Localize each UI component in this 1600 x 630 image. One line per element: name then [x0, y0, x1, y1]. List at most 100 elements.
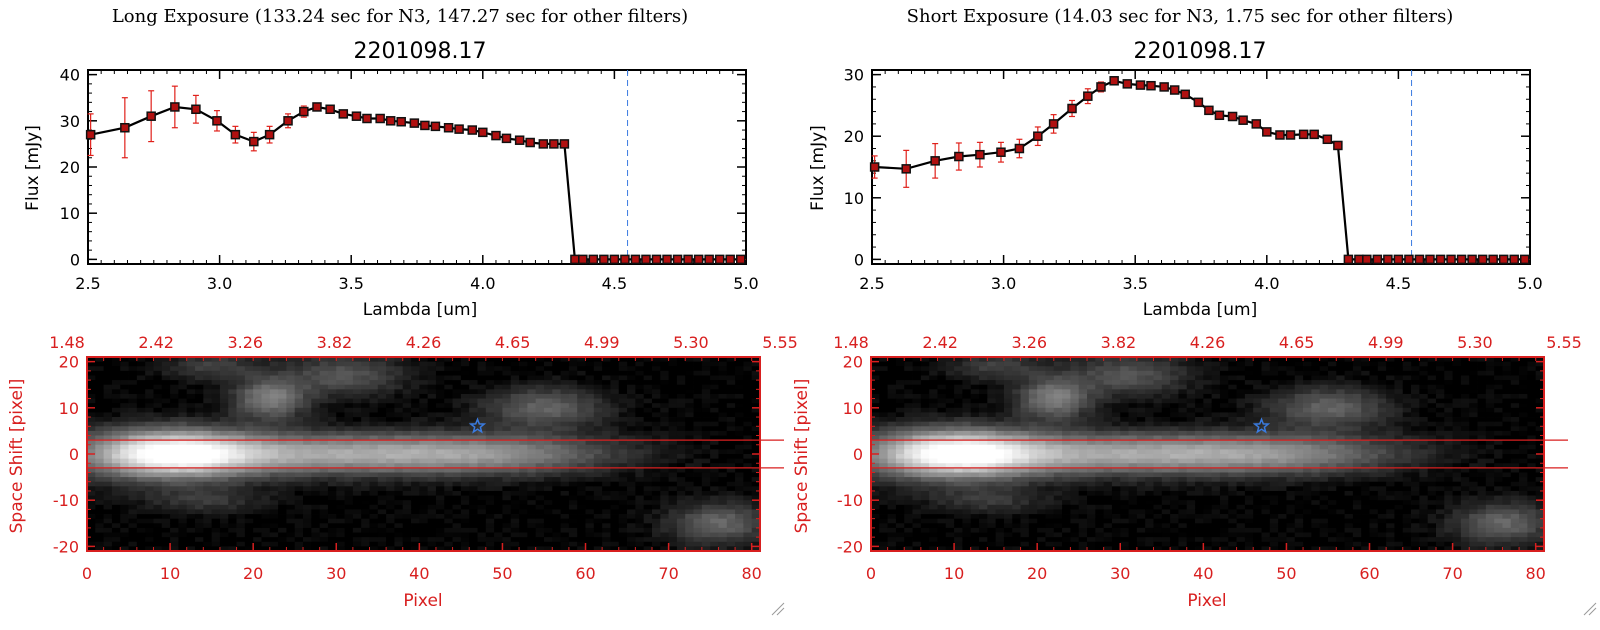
heatmap-cell	[502, 384, 512, 390]
heatmap-cell	[111, 523, 121, 529]
heatmap-cell	[912, 537, 922, 543]
heatmap-cell	[718, 407, 728, 413]
heatmap-cell	[962, 389, 972, 395]
heatmap-cell	[394, 500, 404, 506]
heatmap-cell	[228, 412, 237, 418]
heatmap-cell	[253, 472, 262, 478]
heatmap-cell	[377, 375, 387, 381]
heatmap-cell	[128, 477, 138, 483]
heatmap-cell	[386, 509, 395, 515]
heatmap-cell	[1003, 375, 1013, 381]
heatmap-cell	[954, 430, 963, 436]
heatmap-cell	[352, 370, 362, 376]
heatmap-cell	[269, 467, 279, 473]
heatmap-cell	[361, 477, 370, 483]
heatmap-cell	[211, 518, 221, 524]
heatmap-cell	[469, 357, 478, 363]
data-point	[869, 162, 880, 172]
heatmap-cell	[103, 481, 113, 487]
heatmap-cell	[411, 537, 420, 543]
heatmap-cell	[735, 518, 744, 524]
heatmap-cell	[710, 407, 719, 413]
heatmap-cell	[452, 458, 462, 464]
heatmap-cell	[128, 407, 138, 413]
heatmap-cell	[610, 537, 620, 543]
data-point	[299, 106, 309, 117]
heatmap-cell	[244, 527, 254, 533]
heatmap-cell	[411, 467, 420, 473]
heatmap-cell	[103, 500, 113, 506]
heatmap-cell	[751, 486, 761, 492]
heatmap-cell	[103, 546, 113, 552]
heatmap-cell	[352, 458, 362, 464]
heatmap-cell	[170, 518, 179, 524]
heatmap-cell	[535, 500, 545, 506]
heatmap-cell	[87, 490, 96, 496]
heatmap-cell	[651, 541, 661, 547]
heatmap-cell	[743, 421, 753, 427]
heatmap-cell	[895, 477, 905, 483]
heatmap-cell	[128, 458, 138, 464]
heatmap-cell	[377, 532, 387, 538]
x-tick-label: 3.5	[1122, 274, 1147, 293]
heatmap-cell	[261, 477, 271, 483]
heatmap-cell	[103, 541, 113, 547]
heatmap-cell	[145, 403, 154, 409]
heatmap-cell	[494, 477, 503, 483]
heatmap-cell	[219, 532, 229, 538]
heatmap-cell	[203, 500, 213, 506]
heatmap-cell	[627, 417, 636, 423]
heatmap-cell	[469, 527, 478, 533]
heatmap-cell	[278, 375, 287, 381]
heatmap-cell	[560, 370, 570, 376]
heatmap-cell	[219, 398, 229, 404]
heatmap-cell	[643, 500, 653, 506]
heatmap-cell	[577, 546, 586, 552]
heatmap-cell	[627, 472, 636, 478]
heatmap-cell	[904, 380, 913, 386]
heatmap-cell	[219, 537, 229, 543]
heatmap-cell	[502, 370, 512, 376]
heatmap-cell	[726, 357, 736, 363]
heatmap-cell	[361, 518, 370, 524]
heatmap-cell	[701, 440, 711, 446]
heatmap-cell	[460, 430, 470, 436]
heatmap-cell	[161, 504, 171, 510]
heatmap-cell	[469, 407, 478, 413]
heatmap-cell	[954, 477, 963, 483]
data-point	[549, 139, 559, 149]
data-point	[725, 254, 735, 265]
heatmap-cell	[962, 398, 972, 404]
heatmap-cell	[912, 500, 922, 506]
heatmap-cell	[937, 454, 947, 460]
heatmap-cell	[560, 527, 570, 533]
heatmap-cell	[87, 361, 96, 367]
heatmap-cell	[602, 366, 611, 372]
heatmap-cell	[887, 472, 897, 478]
heatmap-cell	[261, 435, 271, 441]
heatmap-cell	[510, 504, 520, 510]
heatmap-cell	[651, 384, 661, 390]
heatmap-cell	[643, 417, 653, 423]
heatmap-cell	[120, 486, 129, 492]
heatmap-cell	[602, 500, 611, 506]
x-tick-label: 4.0	[1254, 274, 1279, 293]
heatmap-cell	[995, 541, 1005, 547]
heatmap-cell	[610, 389, 620, 395]
heatmap-cell	[435, 509, 445, 515]
heatmap-cell	[170, 407, 179, 413]
heatmap-cell	[153, 398, 163, 404]
heatmap-cell	[871, 412, 880, 418]
heatmap-cell	[995, 490, 1005, 496]
heatmap-cell	[286, 523, 296, 529]
heatmap-cell	[643, 486, 653, 492]
heatmap-cell	[95, 546, 105, 552]
heatmap-cell	[186, 417, 196, 423]
heatmap-cell	[912, 444, 922, 450]
heatmap-cell	[979, 546, 988, 552]
heatmap-cell	[369, 435, 379, 441]
heatmap-cell	[485, 430, 495, 436]
heatmap-cell	[419, 546, 429, 552]
heatmap-cell	[593, 541, 603, 547]
heatmap-cell	[153, 357, 163, 363]
